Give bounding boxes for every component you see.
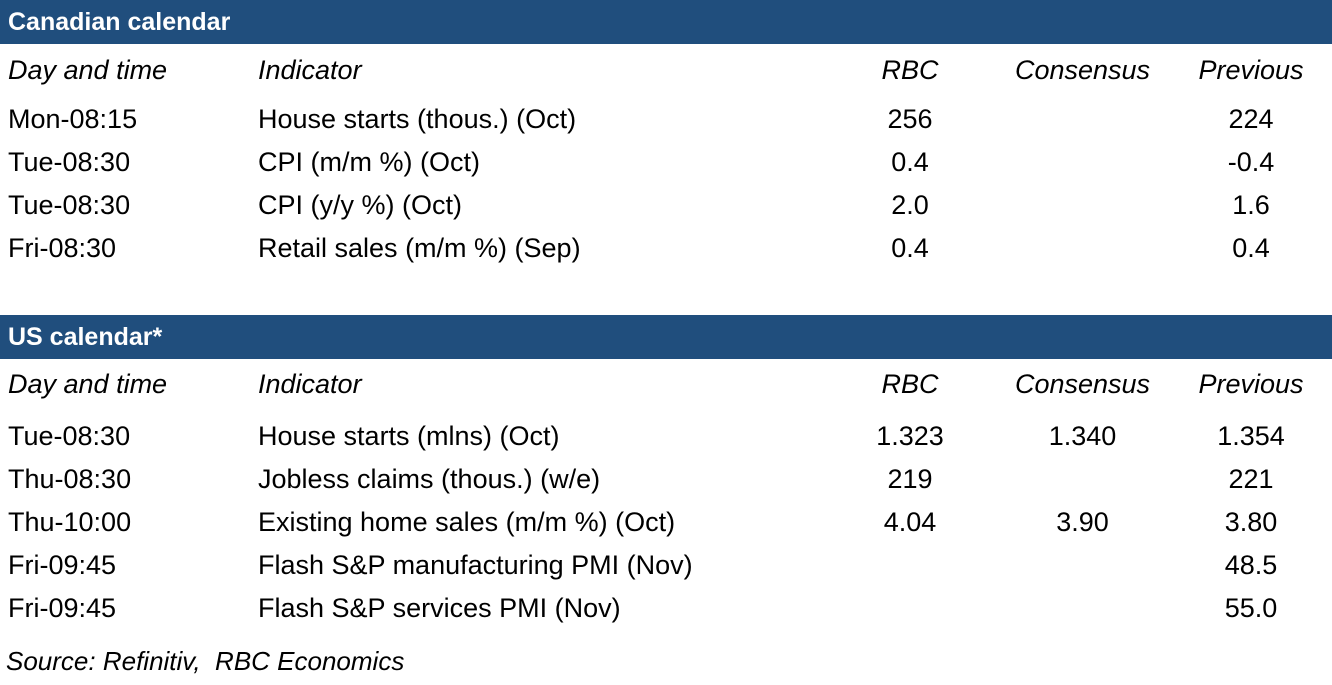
table-row: Tue-08:30 CPI (y/y %) (Oct) 2.0 1.6: [0, 184, 1332, 227]
us-calendar-title: US calendar*: [8, 323, 163, 351]
cell-day-time: Thu-10:00: [8, 507, 132, 537]
cell-indicator: CPI (y/y %) (Oct): [258, 190, 462, 220]
table-row: Thu-08:30 Jobless claims (thous.) (w/e) …: [0, 458, 1332, 501]
column-header-indicator: Indicator: [258, 54, 362, 85]
cell-day-time: Mon-08:15: [8, 104, 138, 134]
cell-indicator: House starts (mlns) (Oct): [258, 421, 560, 451]
cell-indicator: Retail sales (m/m %) (Sep): [258, 233, 581, 263]
column-header-day-time: Day and time: [8, 54, 168, 85]
cell-day-time: Fri-08:30: [8, 233, 117, 263]
cell-previous: 224: [1228, 104, 1274, 134]
column-header-previous: Previous: [1198, 54, 1304, 85]
table-row: Fri-09:45 Flash S&P manufacturing PMI (N…: [0, 544, 1332, 587]
cell-indicator: Jobless claims (thous.) (w/e): [258, 464, 601, 494]
table-row: Fri-08:30 Retail sales (m/m %) (Sep) 0.4…: [0, 227, 1332, 270]
cell-rbc: 0.4: [891, 233, 929, 263]
table-row: Fri-09:45 Flash S&P services PMI (Nov) 5…: [0, 587, 1332, 630]
us-calendar-title-bar: US calendar*: [0, 315, 1332, 359]
canadian-calendar-title-bar: Canadian calendar: [0, 0, 1332, 44]
cell-rbc: 0.4: [891, 147, 929, 177]
cell-rbc: 1.323: [876, 421, 944, 451]
cell-indicator: Flash S&P services PMI (Nov): [258, 593, 621, 623]
cell-rbc: 4.04: [883, 507, 937, 537]
table-row: Tue-08:30 House starts (mlns) (Oct) 1.32…: [0, 415, 1332, 458]
cell-rbc: 2.0: [891, 190, 929, 220]
column-header-day-time: Day and time: [8, 368, 168, 399]
table-row: Thu-10:00 Existing home sales (m/m %) (O…: [0, 501, 1332, 544]
cell-indicator: Existing home sales (m/m %) (Oct): [258, 507, 676, 537]
cell-indicator: House starts (thous.) (Oct): [258, 104, 577, 134]
cell-indicator: Flash S&P manufacturing PMI (Nov): [258, 550, 693, 580]
column-header-previous: Previous: [1198, 368, 1304, 399]
canadian-calendar-table: Canadian calendar Day and time Indicator…: [0, 0, 1332, 270]
cell-rbc: 219: [887, 464, 933, 494]
cell-previous: 1.354: [1217, 421, 1285, 451]
canadian-column-header-row: Day and time Indicator RBC Consensus Pre…: [0, 44, 1332, 96]
us-column-header-row: Day and time Indicator RBC Consensus Pre…: [0, 359, 1332, 409]
cell-previous: 48.5: [1224, 550, 1278, 580]
cell-day-time: Thu-08:30: [8, 464, 132, 494]
cell-consensus: 1.340: [1048, 421, 1117, 451]
cell-rbc: 256: [887, 104, 933, 134]
canadian-calendar-title: Canadian calendar: [8, 8, 231, 36]
source-note: Source: Refinitiv, RBC Economics: [6, 646, 405, 676]
table-row: Tue-08:30 CPI (m/m %) (Oct) 0.4 -0.4: [0, 141, 1332, 184]
cell-previous: 3.80: [1224, 507, 1278, 537]
column-header-rbc: RBC: [881, 54, 939, 85]
cell-previous: 221: [1228, 464, 1274, 494]
cell-consensus: 3.90: [1056, 507, 1109, 537]
cell-previous: 0.4: [1232, 233, 1270, 263]
column-header-consensus: Consensus: [1014, 368, 1151, 399]
us-calendar-table: US calendar* Day and time Indicator RBC …: [0, 315, 1332, 630]
cell-previous: -0.4: [1227, 147, 1275, 177]
cell-previous: 55.0: [1224, 593, 1278, 623]
cell-day-time: Tue-08:30: [8, 190, 131, 220]
column-header-consensus: Consensus: [1014, 54, 1151, 85]
column-header-rbc: RBC: [881, 368, 939, 399]
cell-previous: 1.6: [1232, 190, 1270, 220]
column-header-indicator: Indicator: [258, 368, 362, 399]
cell-day-time: Tue-08:30: [8, 421, 131, 451]
cell-day-time: Fri-09:45: [8, 593, 117, 623]
cell-indicator: CPI (m/m %) (Oct): [258, 147, 480, 177]
cell-day-time: Tue-08:30: [8, 147, 131, 177]
cell-day-time: Fri-09:45: [8, 550, 117, 580]
table-row: Mon-08:15 House starts (thous.) (Oct) 25…: [0, 98, 1332, 141]
